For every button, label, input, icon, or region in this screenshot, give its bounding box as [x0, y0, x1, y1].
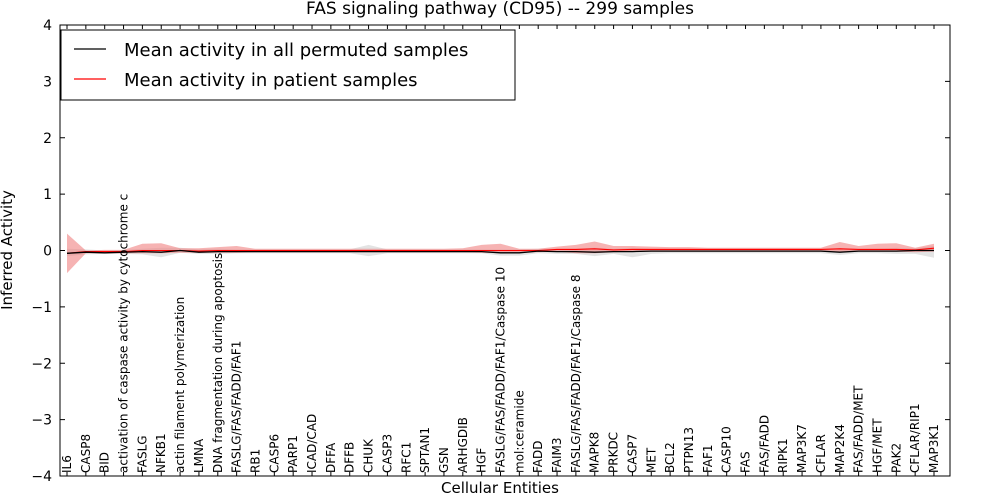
plot-frame [59, 24, 951, 477]
x-tick-label: FAS/FADD/MET [852, 385, 866, 473]
x-tick-label: BID [98, 452, 112, 473]
x-tick-label: SPTAN1 [418, 427, 432, 473]
x-tick-label: PAK2 [889, 443, 903, 473]
x-tick-label: FADD [531, 441, 545, 474]
x-tick-label: RIPK1 [776, 438, 790, 473]
x-tick-label: FAIM3 [550, 437, 564, 473]
x-tick-label: NFKB1 [154, 433, 168, 473]
x-tick-label: CASP7 [625, 434, 639, 473]
line-permuted [66, 249, 934, 254]
x-tick-label: mol:ceramide [512, 390, 526, 473]
x-tick-label: MAP3K1 [927, 424, 941, 473]
x-tick-label: CFLAR/RIP1 [908, 403, 922, 473]
y-axis-title: Inferred Activity [0, 190, 16, 310]
x-tick-labels: IL6 CASP8 BID activation of caspase activit… [60, 194, 941, 473]
x-tick-label: PTPN13 [682, 427, 696, 473]
chart-title: FAS signaling pathway (CD95) -- 299 samp… [306, 0, 694, 19]
x-tick-label: CHUK [362, 438, 376, 473]
x-tick-label: FAF1 [701, 444, 715, 473]
x-axis-title: Cellular Entities [441, 479, 559, 497]
x-tick-label: LMNA [192, 438, 206, 473]
x-tick-label: MET [644, 447, 658, 473]
x-tick-label: FAS [739, 451, 753, 473]
x-tick-label: GSN [437, 447, 451, 473]
y-tick-label: −1 [31, 300, 52, 316]
y-tick-label: −2 [31, 356, 52, 372]
x-tick-label: CFLAR [814, 434, 828, 473]
x-tick-label: FASLG/FAS/FADD/FAF1/Caspase 8 [569, 275, 583, 474]
x-tick-label: HGF/MET [871, 418, 885, 473]
y-tick-label: −3 [31, 413, 52, 429]
x-tick-label: MAP3K7 [795, 424, 809, 473]
x-tick-label: HGF [475, 448, 489, 473]
y-tick-label: 1 [43, 187, 52, 203]
legend: Mean activity in all permuted samples Me… [60, 29, 516, 101]
y-tick-label: 4 [43, 18, 52, 34]
legend-label-patient: Mean activity in patient samples [124, 70, 418, 91]
x-tick-label: actin filament polymerization [173, 297, 187, 473]
x-tick-label: CASP6 [267, 434, 281, 473]
y-tick-labels: −4 −3 −2 −1 0 1 2 3 4 [31, 18, 52, 485]
legend-box [60, 29, 516, 101]
x-tick-label: CASP3 [380, 434, 394, 473]
x-tick-label: ICAD/CAD [305, 414, 319, 473]
y-tick-label: 3 [43, 74, 52, 90]
x-tick-label: MAPK8 [588, 432, 602, 473]
y-tick-label: 0 [43, 244, 52, 260]
y-tick-label: −4 [31, 469, 52, 485]
x-tick-label: RFC1 [399, 442, 413, 473]
x-tick-label: FASLG/FAS/FADD/FAF1 [230, 341, 244, 473]
x-tick-label: BCL2 [663, 442, 677, 473]
series-lines [66, 247, 935, 254]
x-tick-label: ARHGDIB [456, 417, 470, 473]
legend-label-permuted: Mean activity in all permuted samples [124, 40, 468, 61]
x-tick-label: CASP10 [720, 426, 734, 473]
x-tick-label: activation of caspase activity by cytoch… [117, 194, 131, 473]
x-tick-label: PARP1 [286, 435, 300, 473]
x-tick-label: DFFB [343, 442, 357, 473]
x-tick-label: FASLG [135, 435, 149, 473]
axis-ticks [60, 24, 950, 477]
x-tick-label: FASLG/FAS/FADD/FAF1/Caspase 10 [494, 267, 508, 473]
x-tick-label: RB1 [249, 449, 263, 473]
x-tick-label: DNA fragmentation during apoptosis [211, 253, 225, 473]
x-tick-label: FAS/FADD [757, 415, 771, 473]
x-tick-label: PRKDC [607, 432, 621, 473]
line-patient [66, 247, 935, 254]
x-tick-label: CASP8 [79, 434, 93, 473]
y-tick-label: 2 [43, 131, 52, 147]
x-tick-label: DFFA [324, 442, 338, 473]
x-tick-label: MAP2K4 [833, 424, 847, 473]
confidence-bands [67, 233, 934, 274]
x-tick-label: IL6 [60, 455, 74, 473]
